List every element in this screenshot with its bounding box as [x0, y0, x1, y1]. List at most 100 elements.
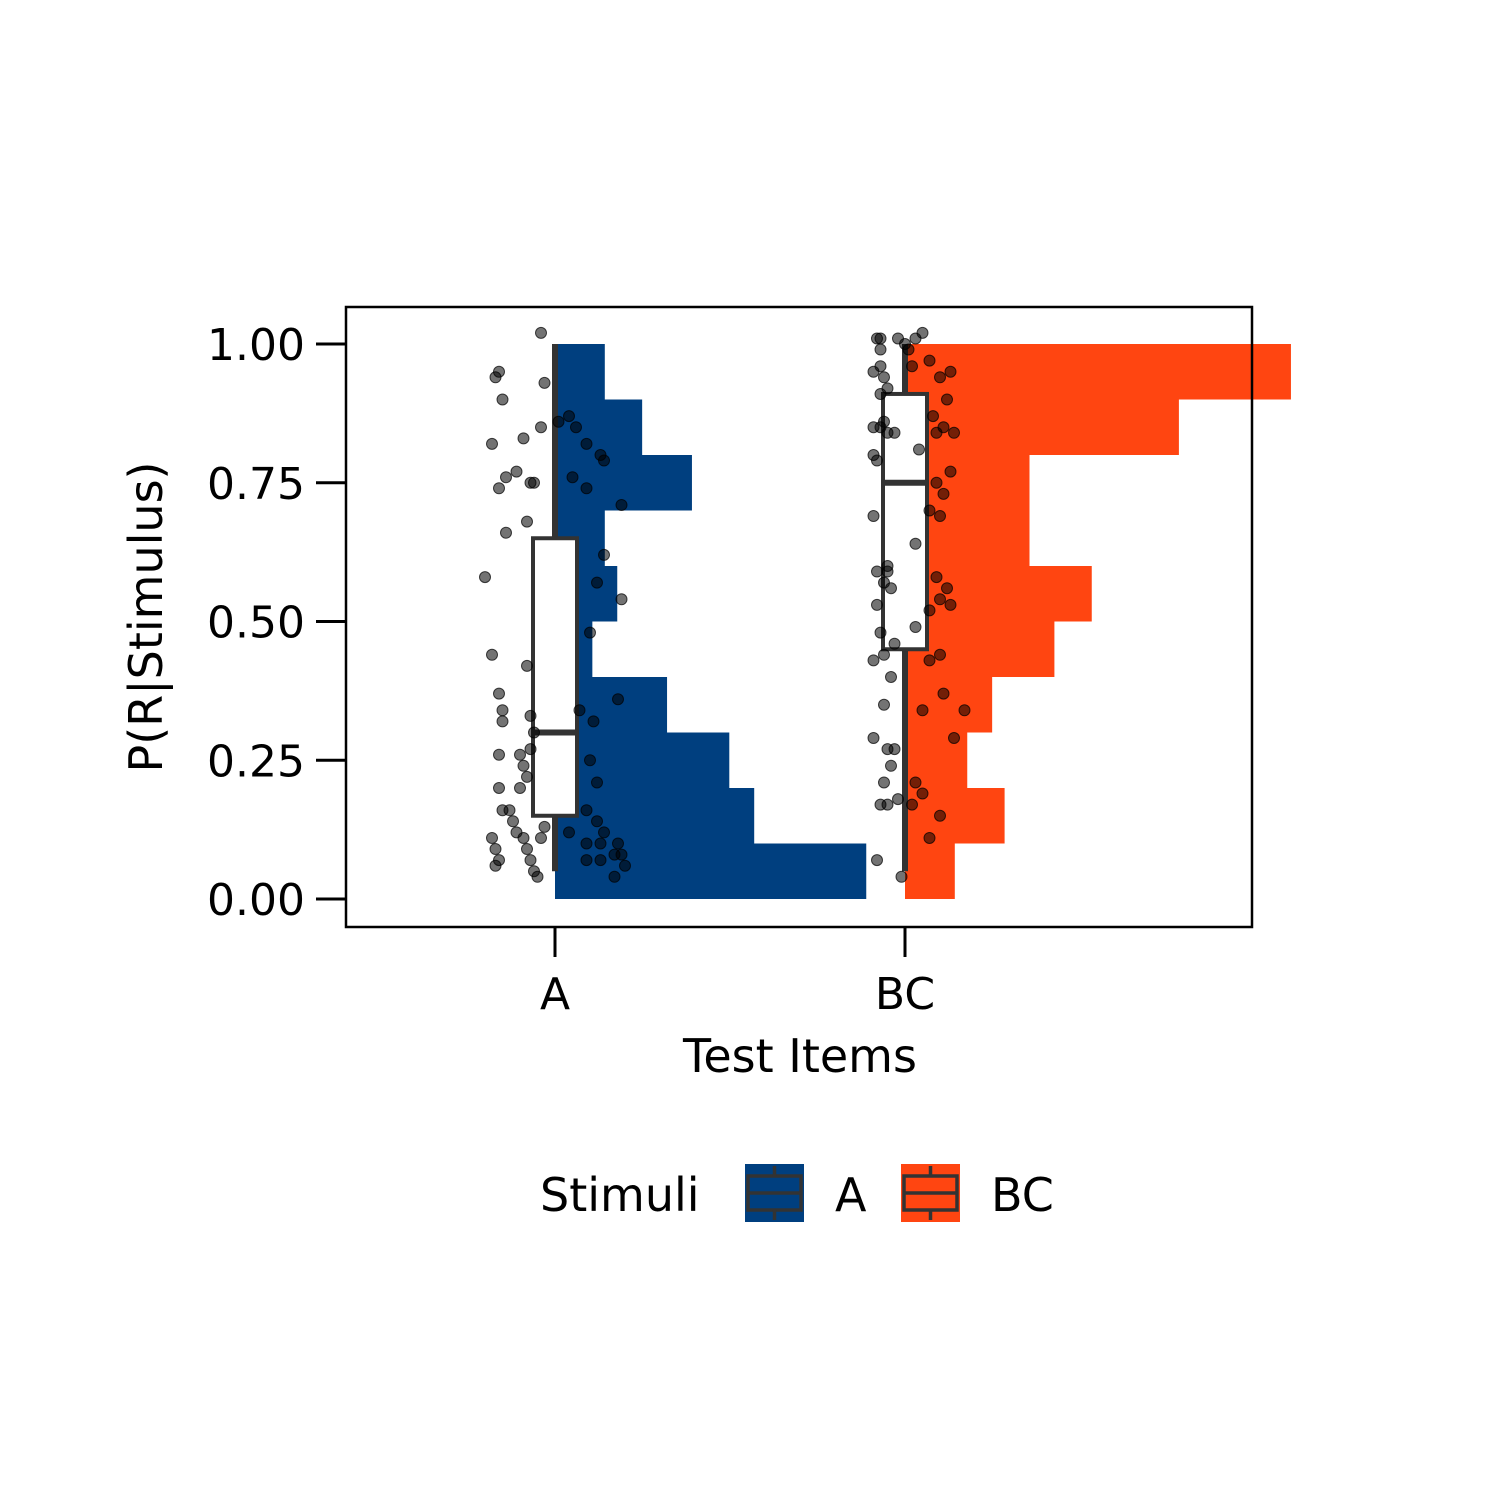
point-BC-66 — [923, 654, 936, 667]
point-A-68 — [594, 837, 607, 850]
point-BC-20 — [871, 565, 883, 578]
point-BC-15 — [874, 626, 887, 639]
point-A-64 — [591, 815, 603, 828]
histogram-bar-BC-3 — [905, 677, 993, 733]
plot-frame — [344, 305, 1254, 929]
histogram-bar-BC-0 — [905, 843, 955, 899]
point-A-43 — [538, 376, 551, 389]
point-A-56 — [615, 593, 628, 606]
point-BC-48 — [927, 410, 939, 423]
point-A-57 — [584, 626, 596, 639]
point-BC-11 — [885, 671, 897, 683]
point-BC-52 — [913, 443, 925, 456]
y-tick-label-3: 0.75 — [207, 459, 305, 510]
point-BC-36 — [874, 332, 887, 345]
point-BC-64 — [909, 621, 922, 634]
x-axis: A BC — [540, 927, 935, 1020]
point-BC-60 — [941, 582, 953, 595]
point-BC-18 — [878, 576, 890, 589]
point-A-12 — [528, 865, 540, 878]
point-BC-44 — [906, 360, 918, 373]
point-A-53 — [615, 498, 628, 511]
point-A-74 — [594, 854, 607, 867]
point-A-20 — [528, 726, 540, 739]
point-A-18 — [514, 748, 526, 761]
point-BC-0 — [871, 854, 883, 867]
legend-label-A: A — [835, 1168, 867, 1222]
point-A-73 — [580, 854, 593, 867]
point-BC-68 — [916, 704, 929, 717]
y-axis: 0.00 0.25 0.50 0.75 1.00 — [207, 320, 346, 926]
point-A-50 — [598, 454, 610, 467]
legend-key-BC — [901, 1164, 960, 1222]
point-A-2 — [489, 843, 502, 856]
point-A-71 — [608, 848, 621, 861]
histogram-bar-A-2 — [555, 732, 730, 788]
point-BC-33 — [874, 360, 887, 373]
point-BC-45 — [944, 365, 957, 378]
point-A-40 — [496, 393, 509, 406]
point-A-32 — [493, 482, 505, 495]
point-A-51 — [566, 471, 579, 484]
x-tick-label-A: A — [540, 969, 570, 1020]
point-BC-57 — [934, 510, 946, 523]
y-tick-label-4: 1.00 — [207, 320, 305, 371]
point-BC-3 — [874, 798, 887, 811]
point-A-44 — [535, 326, 547, 339]
point-A-25 — [493, 687, 505, 700]
point-BC-43 — [923, 354, 936, 367]
point-BC-51 — [930, 426, 943, 439]
legend: Stimuli A BC — [540, 1164, 1054, 1222]
point-BC-13 — [878, 648, 890, 661]
jitter-points — [479, 326, 971, 883]
point-A-13 — [535, 831, 547, 844]
point-A-63 — [580, 804, 593, 817]
point-A-30 — [500, 526, 512, 539]
point-BC-74 — [923, 831, 936, 844]
legend-title: Stimuli — [540, 1168, 700, 1222]
point-BC-24 — [867, 449, 880, 461]
point-BC-54 — [930, 476, 943, 489]
point-A-42 — [493, 365, 505, 378]
boxplots — [531, 344, 929, 872]
point-BC-6 — [885, 759, 897, 772]
point-BC-29 — [878, 415, 890, 428]
point-BC-41 — [916, 326, 929, 339]
point-A-24 — [496, 704, 509, 717]
point-A-26 — [524, 709, 537, 722]
y-axis-title: P(R|Stimulus) — [119, 462, 174, 773]
point-A-62 — [591, 776, 603, 789]
point-BC-26 — [888, 426, 901, 439]
point-BC-42 — [902, 343, 915, 356]
point-A-58 — [612, 693, 624, 706]
point-BC-21 — [881, 560, 894, 572]
point-BC-12 — [867, 654, 880, 667]
histogram-bar-BC-9 — [905, 344, 1291, 400]
point-A-46 — [563, 410, 575, 423]
point-BC-5 — [878, 776, 890, 789]
point-BC-61 — [934, 593, 946, 606]
point-BC-14 — [888, 637, 901, 650]
point-BC-73 — [934, 809, 946, 822]
point-A-72 — [619, 859, 631, 872]
histogram-bar-A-0 — [555, 843, 867, 899]
point-A-39 — [535, 421, 547, 434]
point-A-9 — [521, 843, 533, 856]
point-BC-47 — [941, 393, 953, 406]
point-BC-1 — [895, 870, 908, 883]
point-A-47 — [570, 421, 582, 434]
point-BC-69 — [958, 704, 971, 717]
point-BC-10 — [878, 698, 890, 711]
point-A-38 — [517, 432, 530, 445]
point-BC-65 — [934, 648, 946, 661]
point-A-45 — [552, 415, 565, 428]
point-BC-67 — [937, 687, 950, 700]
histogram-bar-A-8 — [555, 399, 643, 455]
point-A-5 — [503, 804, 516, 817]
y-tick-label-0: 0.00 — [207, 875, 305, 926]
histogram-bar-BC-4 — [905, 621, 1055, 677]
point-A-48 — [580, 437, 593, 450]
point-A-34 — [510, 465, 523, 478]
point-BC-50 — [948, 426, 960, 439]
